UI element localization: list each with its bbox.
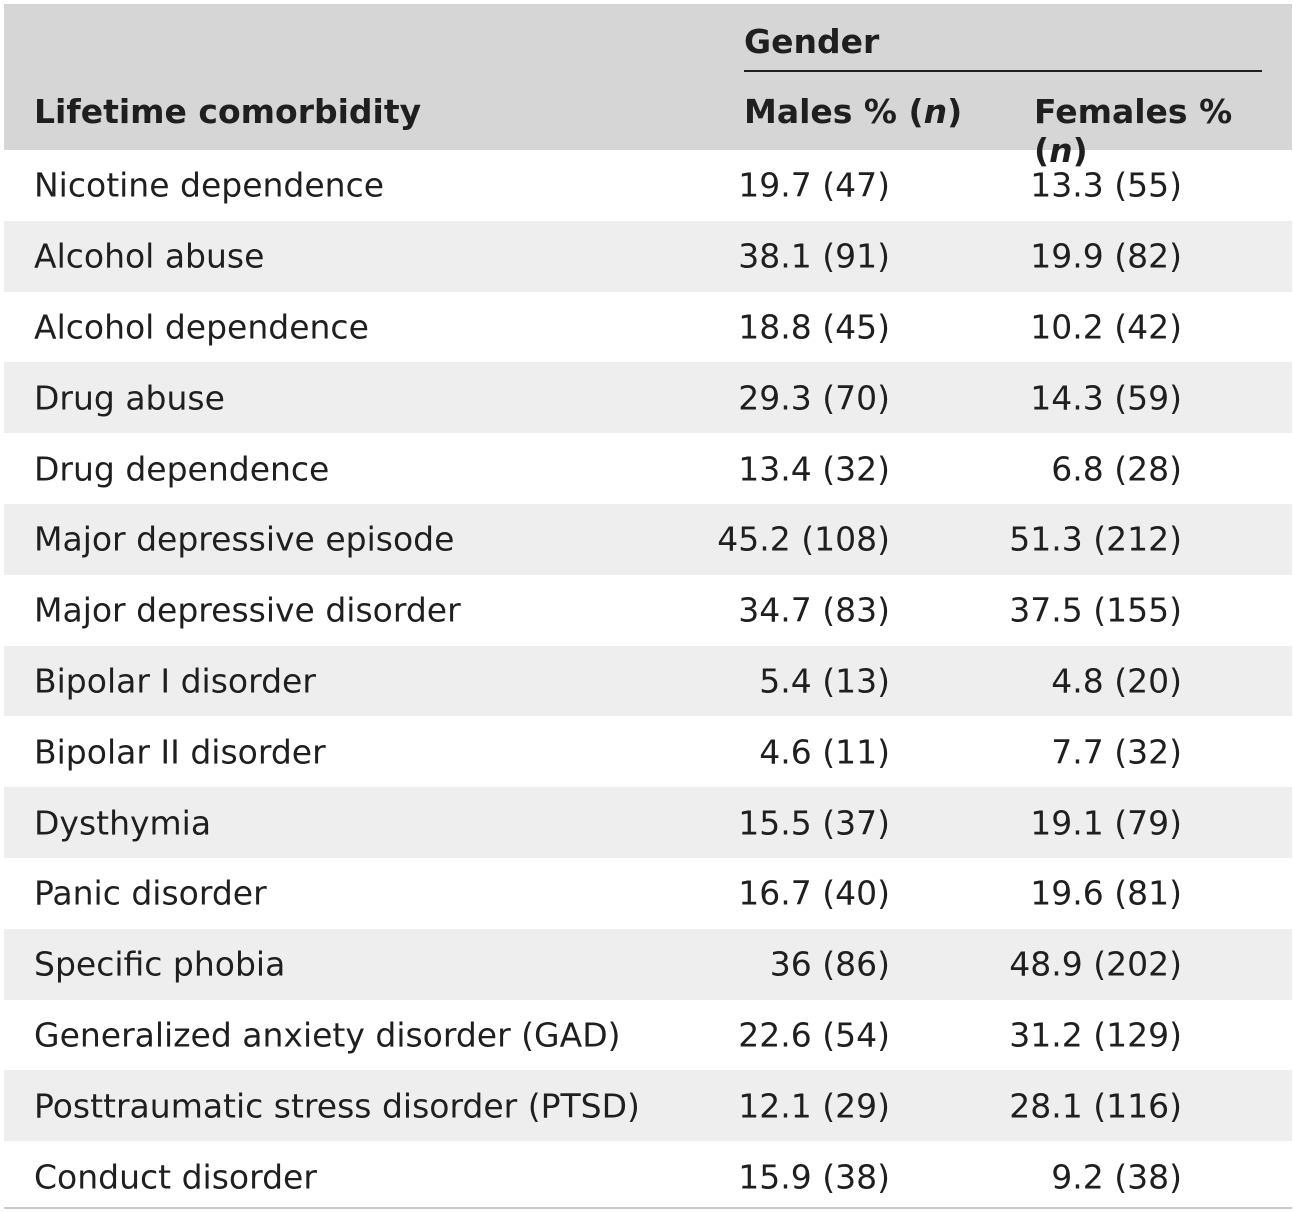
males-cell: 15.9 (38) — [738, 1157, 890, 1197]
males-cell: 29.3 (70) — [738, 378, 890, 418]
females-cell: 51.3 (212) — [1009, 519, 1182, 559]
table-row: Major depressive episode 45.2 (108) 51.3 (… — [4, 503, 1292, 575]
table-row: Major depressive disorder 34.7 (83) 37.5 (… — [4, 575, 1292, 646]
condition-cell: Major depressive disorder — [34, 590, 461, 630]
condition-cell: Alcohol dependence — [34, 307, 369, 347]
table-row: Drug abuse 29.3 (70) 14.3 (59) — [4, 362, 1292, 434]
males-cell: 12.1 (29) — [738, 1086, 890, 1126]
table-row: Drug dependence 13.4 (32) 6.8 (28) — [4, 433, 1292, 504]
males-cell: 22.6 (54) — [738, 1015, 890, 1055]
condition-cell: Conduct disorder — [34, 1157, 317, 1197]
table-row: Bipolar II disorder 4.6 (11) 7.7 (32) — [4, 716, 1292, 787]
females-cell: 10.2 (42) — [1030, 307, 1182, 347]
females-cell: 19.1 (79) — [1030, 803, 1182, 843]
males-cell: 18.8 (45) — [738, 307, 890, 347]
females-cell: 28.1 (116) — [1009, 1086, 1182, 1126]
condition-cell: Drug abuse — [34, 378, 225, 418]
table-bottom-rule — [4, 1207, 1292, 1209]
table-row: Posttraumatic stress disorder (PTSD) 12.1… — [4, 1070, 1292, 1142]
gender-underline — [744, 70, 1262, 72]
column-header-condition: Lifetime comorbidity — [34, 92, 422, 131]
condition-cell: Nicotine dependence — [34, 165, 385, 205]
table-row: Nicotine dependence 19.7 (47) 13.3 (55) — [4, 150, 1292, 221]
females-header-n: n — [1049, 131, 1073, 170]
condition-cell: Drug dependence — [34, 449, 330, 489]
males-header-close: ) — [947, 92, 963, 131]
females-header-text: Females % ( — [1034, 92, 1233, 170]
females-cell: 48.9 (202) — [1009, 944, 1182, 984]
table-row: Generalized anxiety disorder (GAD) 22.6 (… — [4, 1000, 1292, 1071]
condition-cell: Panic disorder — [34, 873, 267, 913]
females-cell: 6.8 (28) — [1051, 449, 1182, 489]
males-header-n: n — [923, 92, 948, 131]
condition-cell: Alcohol abuse — [34, 236, 265, 276]
females-cell: 4.8 (20) — [1051, 661, 1182, 701]
condition-cell: Bipolar I disorder — [34, 661, 316, 701]
table-row: Alcohol dependence 18.8 (45) 10.2 (42) — [4, 292, 1292, 363]
condition-cell: Bipolar II disorder — [34, 732, 326, 772]
females-cell: 37.5 (155) — [1009, 590, 1182, 630]
females-cell: 9.2 (38) — [1051, 1157, 1182, 1197]
females-cell: 31.2 (129) — [1009, 1015, 1182, 1055]
males-cell: 19.7 (47) — [738, 165, 890, 205]
males-cell: 5.4 (13) — [759, 661, 890, 701]
males-cell: 4.6 (11) — [759, 732, 890, 772]
condition-cell: Dysthymia — [34, 803, 212, 843]
condition-cell: Specific phobia — [34, 944, 286, 984]
males-cell: 45.2 (108) — [717, 519, 890, 559]
table-row: Alcohol abuse 38.1 (91) 19.9 (82) — [4, 220, 1292, 292]
males-cell: 38.1 (91) — [738, 236, 890, 276]
table-row: Panic disorder 16.7 (40) 19.6 (81) — [4, 858, 1292, 929]
females-header-close: ) — [1072, 131, 1088, 170]
males-cell: 16.7 (40) — [738, 873, 890, 913]
table-row: Dysthymia 15.5 (37) 19.1 (79) — [4, 787, 1292, 858]
females-cell: 19.6 (81) — [1030, 873, 1182, 913]
column-header-males: Males % (n) — [744, 92, 962, 131]
males-cell: 15.5 (37) — [738, 803, 890, 843]
males-cell: 36 (86) — [769, 944, 890, 984]
males-cell: 34.7 (83) — [738, 590, 890, 630]
females-cell: 13.3 (55) — [1030, 165, 1182, 205]
table-row: Conduct disorder 15.9 (38) 9.2 (38) — [4, 1141, 1292, 1212]
table-row: Bipolar I disorder 5.4 (13) 4.8 (20) — [4, 645, 1292, 717]
table-body: Nicotine dependence 19.7 (47) 13.3 (55) Alc… — [4, 150, 1292, 1212]
table-header: Gender Lifetime comorbidity Males % (n) … — [4, 4, 1292, 170]
condition-cell: Posttraumatic stress disorder (PTSD) — [34, 1086, 640, 1126]
gender-group-label: Gender — [744, 22, 880, 61]
condition-cell: Generalized anxiety disorder (GAD) — [34, 1015, 621, 1055]
table-row: Specific phobia 36 (86) 48.9 (202) — [4, 928, 1292, 1000]
females-cell: 14.3 (59) — [1030, 378, 1182, 418]
column-header-females: Females % (n) — [1034, 92, 1292, 170]
comorbidity-table: Gender Lifetime comorbidity Males % (n) … — [4, 4, 1292, 1212]
females-cell: 7.7 (32) — [1051, 732, 1182, 772]
males-cell: 13.4 (32) — [738, 449, 890, 489]
females-cell: 19.9 (82) — [1030, 236, 1182, 276]
condition-cell: Major depressive episode — [34, 519, 455, 559]
males-header-text: Males % ( — [744, 92, 924, 131]
